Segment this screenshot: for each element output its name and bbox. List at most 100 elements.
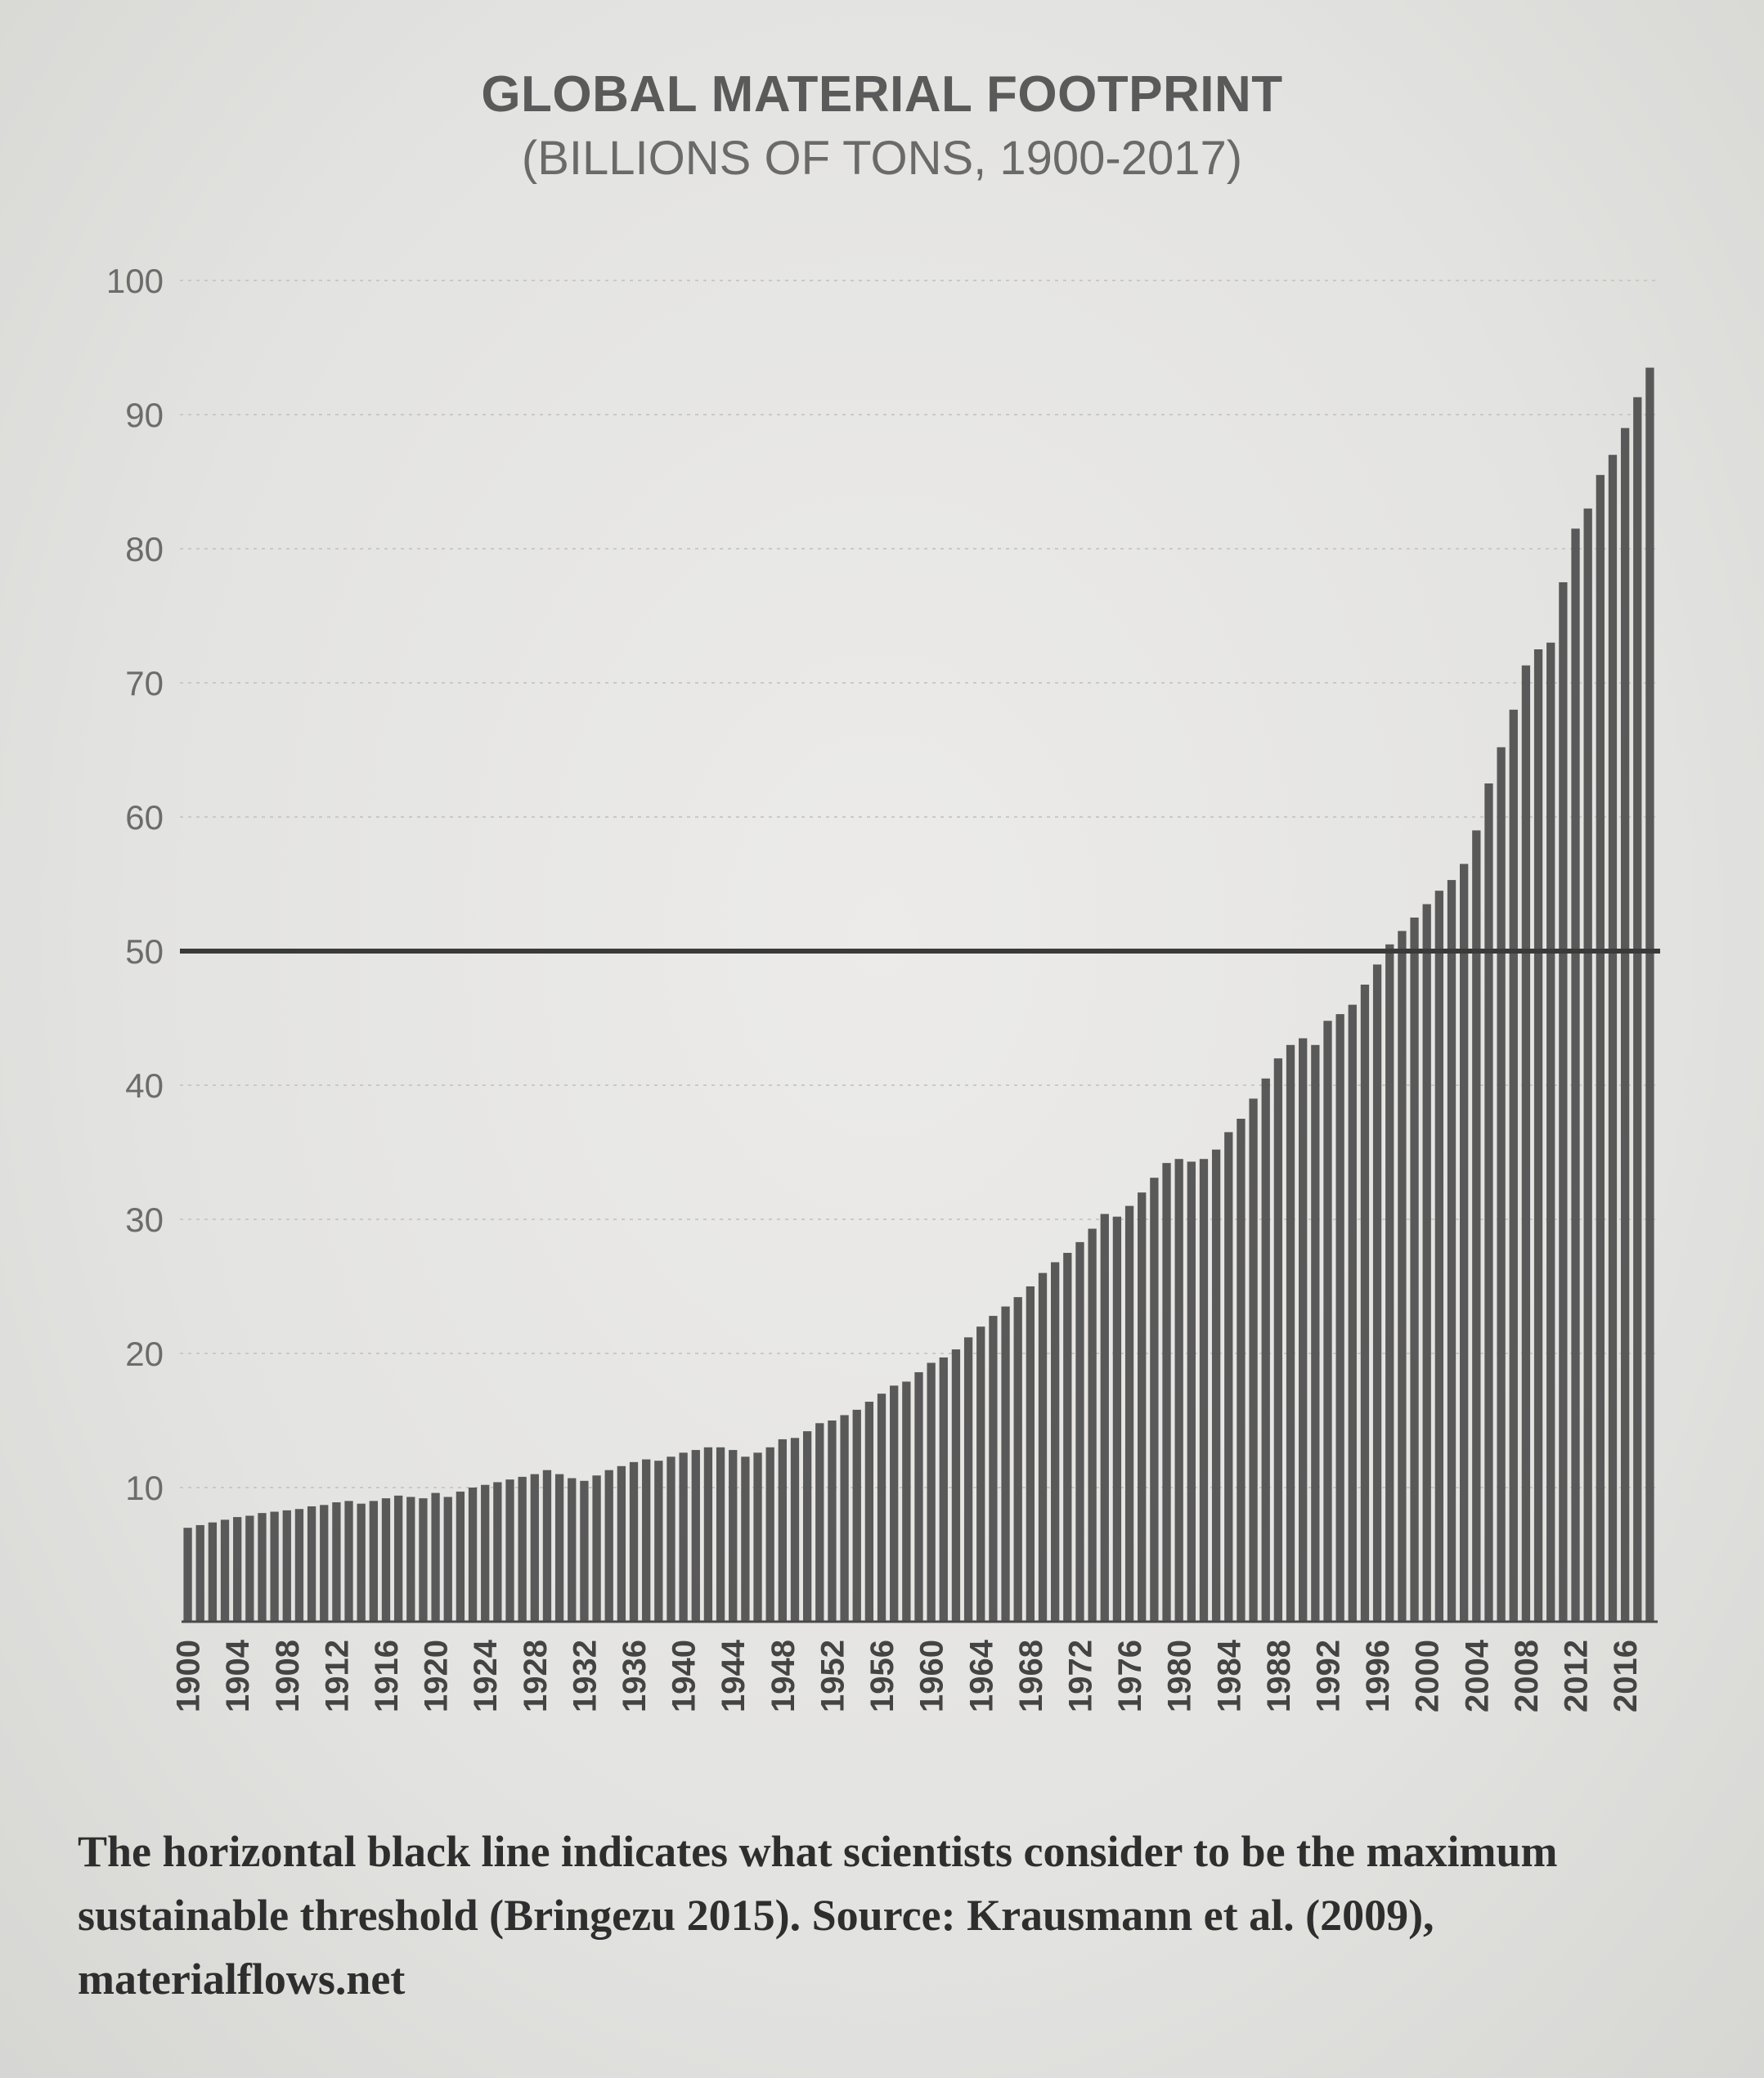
bar (1311, 1044, 1320, 1622)
bar (1571, 528, 1580, 1622)
bar (1211, 1149, 1221, 1622)
bar (1533, 649, 1543, 1622)
bar (1546, 642, 1555, 1622)
bar (580, 1480, 589, 1622)
bar (1224, 1132, 1233, 1622)
bar (381, 1498, 391, 1622)
bar (592, 1475, 601, 1622)
chart-caption: The horizontal black line indicates what… (78, 1820, 1697, 2011)
bar (642, 1459, 651, 1622)
x-tick-label: 1980 (1162, 1640, 1198, 1712)
bar (716, 1447, 725, 1622)
bar (1038, 1272, 1048, 1622)
bar (1472, 830, 1481, 1622)
x-tick-label: 2004 (1459, 1639, 1495, 1712)
bar (542, 1470, 552, 1622)
bar (691, 1450, 700, 1622)
bar (1521, 665, 1531, 1622)
bar (927, 1362, 936, 1622)
bar (1100, 1214, 1109, 1622)
bar (1187, 1161, 1196, 1622)
bar (406, 1497, 415, 1622)
y-tick-label: 30 (125, 1201, 164, 1239)
y-tick-label: 40 (125, 1066, 164, 1105)
bar (679, 1452, 688, 1622)
bar (765, 1447, 774, 1622)
y-tick-label: 70 (125, 664, 164, 702)
bar (1199, 1159, 1209, 1622)
x-tick-label: 1924 (468, 1639, 504, 1712)
bar (1335, 1014, 1344, 1622)
bar (902, 1381, 911, 1622)
bar (629, 1461, 639, 1622)
bar (369, 1501, 378, 1622)
bar (1422, 904, 1431, 1622)
x-tick-label: 1976 (1112, 1640, 1148, 1712)
x-tick-label: 1916 (369, 1640, 405, 1712)
bar (729, 1450, 738, 1622)
bar (431, 1492, 440, 1622)
x-tick-label: 1960 (914, 1640, 950, 1712)
bar (320, 1505, 329, 1622)
bar (233, 1517, 242, 1622)
x-tick-label: 1988 (1261, 1640, 1297, 1712)
bar (1323, 1021, 1332, 1622)
bar (741, 1456, 750, 1622)
bar (914, 1371, 923, 1622)
bar (1497, 747, 1506, 1622)
x-tick-label: 1968 (1013, 1640, 1049, 1712)
x-tick-label: 1904 (220, 1639, 256, 1712)
bar (1372, 964, 1382, 1622)
bar (840, 1415, 849, 1622)
x-tick-label: 1964 (963, 1639, 999, 1712)
x-tick-label: 1956 (864, 1640, 900, 1712)
bar (1434, 891, 1443, 1622)
bar (1645, 367, 1654, 1622)
bar (1509, 709, 1518, 1622)
y-tick-label: 60 (125, 798, 164, 837)
bar (617, 1465, 626, 1622)
x-tick-label: 1984 (1211, 1639, 1247, 1712)
bar (344, 1501, 353, 1622)
bar (1249, 1098, 1258, 1622)
bar (1559, 582, 1568, 1622)
y-tick-label: 100 (106, 262, 164, 300)
bar (307, 1506, 316, 1622)
y-tick-label: 80 (125, 530, 164, 568)
bar (183, 1528, 192, 1622)
bar (530, 1474, 539, 1622)
bar (270, 1511, 279, 1622)
bar (1410, 918, 1419, 1622)
bar (220, 1519, 230, 1622)
bar (1150, 1178, 1159, 1622)
bar (195, 1524, 204, 1622)
bar (518, 1476, 527, 1622)
y-tick-label: 10 (125, 1469, 164, 1507)
bar (1447, 880, 1457, 1622)
bar (1138, 1192, 1147, 1622)
bar (505, 1479, 514, 1622)
bar (258, 1513, 267, 1622)
bar (1286, 1044, 1295, 1622)
bar (1088, 1228, 1097, 1622)
x-tick-label: 1936 (617, 1640, 653, 1712)
bar (456, 1491, 465, 1622)
x-tick-label: 2008 (1509, 1640, 1545, 1712)
bar (1273, 1058, 1283, 1622)
bar (208, 1522, 218, 1622)
bar (852, 1409, 861, 1622)
bar (890, 1385, 899, 1622)
bar (877, 1394, 886, 1622)
bar (1299, 1038, 1308, 1622)
bar (468, 1488, 478, 1622)
chart-subtitle: (BILLIONS OF TONS, 1900-2017) (521, 132, 1243, 185)
x-tick-label: 1908 (270, 1640, 306, 1712)
x-tick-label: 1928 (518, 1640, 554, 1712)
bar (493, 1482, 502, 1622)
bar (1063, 1253, 1072, 1622)
y-tick-label: 50 (125, 932, 164, 971)
bar (1051, 1262, 1060, 1622)
bar (753, 1452, 762, 1622)
